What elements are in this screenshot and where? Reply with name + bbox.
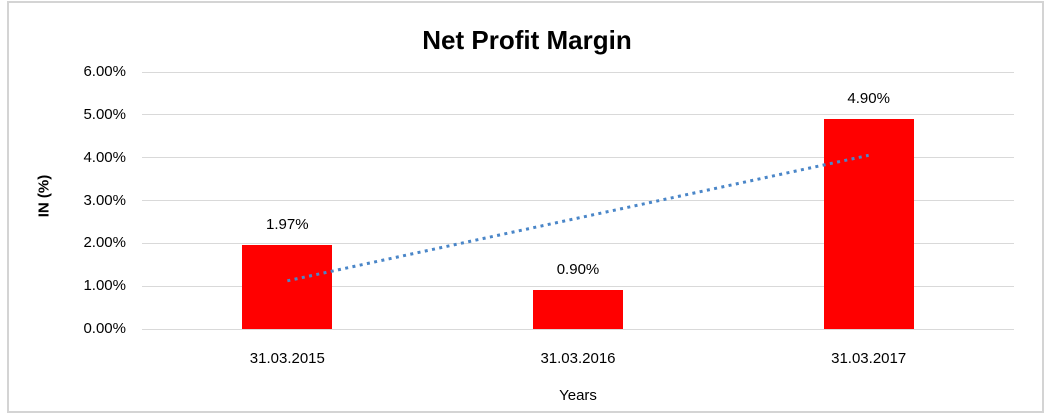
- y-tick-label: 2.00%: [83, 234, 126, 252]
- chart-title: Net Profit Margin: [422, 25, 632, 55]
- bar: [242, 244, 333, 329]
- y-tick-label: 1.00%: [83, 277, 126, 295]
- bar-data-label: 1.97%: [266, 215, 309, 233]
- bar: [533, 290, 623, 329]
- gridline: [142, 114, 1014, 116]
- bar: [823, 119, 914, 329]
- x-category-label: 31.03.2015: [249, 350, 325, 367]
- x-category-label: 31.03.2016: [540, 350, 616, 367]
- y-tick-label: 5.00%: [83, 105, 126, 123]
- gridline: [142, 285, 1014, 287]
- bar-data-label: 4.90%: [847, 90, 890, 108]
- y-tick-label: 0.00%: [83, 320, 126, 337]
- y-tick-label: 4.00%: [83, 148, 126, 166]
- x-axis-title: Years: [559, 387, 597, 404]
- bar-data-label: 0.90%: [556, 261, 600, 279]
- y-tick-label: 6.00%: [83, 63, 126, 80]
- gridline: [142, 71, 1014, 73]
- x-category-label: 31.03.2017: [831, 350, 907, 367]
- gridline: [142, 328, 1014, 330]
- y-tick-label: 3.00%: [83, 191, 126, 209]
